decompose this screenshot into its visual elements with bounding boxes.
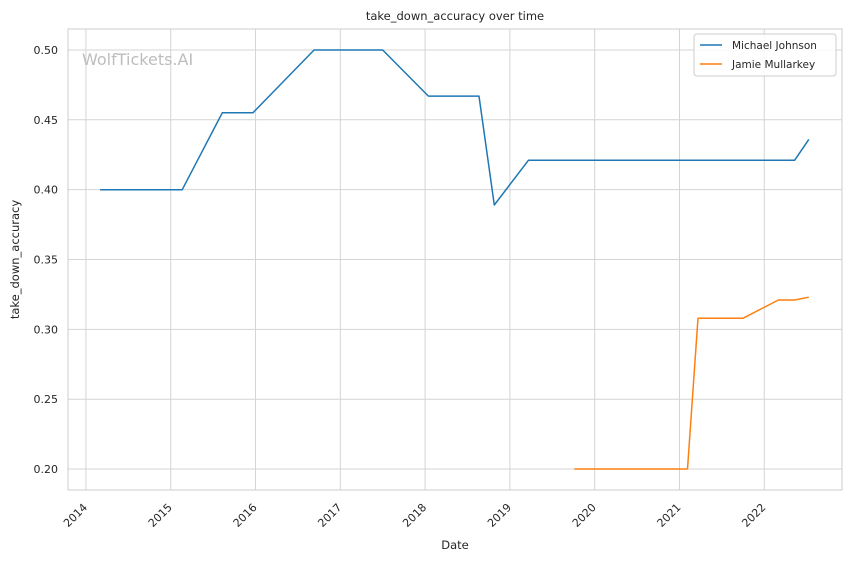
series-line-1 — [574, 296, 809, 470]
y-tick-label: 0.40 — [34, 184, 59, 197]
chart-title: take_down_accuracy over time — [366, 9, 544, 23]
y-axis-label: take_down_accuracy — [8, 200, 22, 319]
x-axis-label: Date — [441, 538, 469, 552]
y-tick-label: 0.35 — [34, 254, 59, 267]
legend-box — [693, 33, 837, 77]
y-tick-label: 0.20 — [34, 463, 59, 476]
legend-label: Jamie Mullarkey — [731, 59, 815, 71]
series-lines — [100, 49, 810, 470]
tick-labels: 2014 2015 2016 2017 2018 2019 2020 2021 20220.20… — [34, 44, 769, 530]
grid — [68, 29, 842, 490]
y-tick-label: 0.30 — [34, 323, 59, 336]
legend: Michael Johnson Jamie Mullarkey — [693, 33, 837, 77]
y-tick-label: 0.45 — [34, 114, 59, 127]
watermark-text: WolfTickets.AI — [82, 50, 193, 69]
legend-label: Michael Johnson — [732, 40, 817, 52]
y-tick-label: 0.25 — [34, 393, 59, 406]
plot-frame — [67, 28, 843, 491]
series-line-0 — [100, 49, 810, 206]
y-tick-label: 0.50 — [34, 44, 59, 57]
